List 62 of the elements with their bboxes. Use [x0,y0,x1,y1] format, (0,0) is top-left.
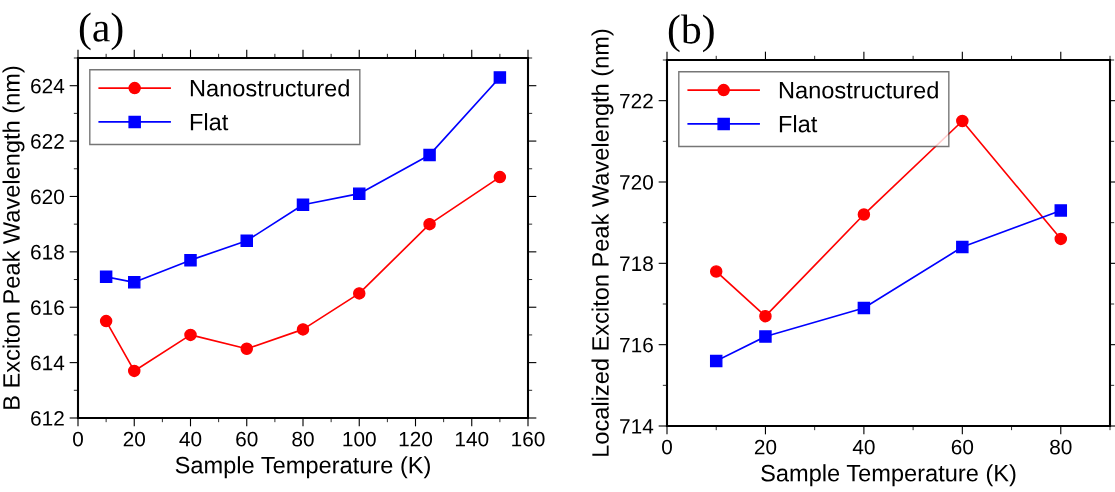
y-tick-label: 722 [620,93,653,109]
x-tick-label: 40 [852,439,875,455]
x-tick-label: 100 [343,431,376,447]
point [184,328,197,342]
y-tick-label: 616 [31,300,64,315]
y-tick-label: 614 [31,355,65,371]
x-tick-label: 0 [662,439,672,455]
x-tick-label: 140 [455,431,489,447]
point [759,330,772,343]
point [240,234,254,248]
point [493,170,507,184]
point [296,323,310,336]
x-tick-label: 40 [179,431,202,447]
point [709,265,723,278]
x-axis-title: Sample Temperature (K) [761,464,1016,487]
legend-label: Flat [779,115,818,133]
y-tick-label: 618 [31,244,64,260]
point [352,287,366,300]
x-tick-label: 60 [951,439,974,455]
point [99,270,113,284]
x-tick-label: 0 [73,431,83,447]
point [184,253,197,267]
point [857,208,871,221]
y-tick-label: 612 [31,411,64,426]
y-tick-label: 716 [620,337,653,353]
point [759,309,772,323]
x-tick-label: 120 [399,431,433,447]
y-tick-label: 718 [620,256,653,272]
chart-title: (a) [79,12,123,51]
point [709,354,723,368]
point [240,342,254,356]
y-tick-label: 714 [620,419,654,434]
point [423,217,436,231]
point [352,187,366,200]
x-tick-label: 20 [754,439,777,455]
x-tick-label: 80 [1050,439,1072,455]
x-tick-label: 80 [292,431,314,447]
legend-label: Flat [190,113,229,131]
point [127,276,141,289]
x-tick-label: 60 [236,431,258,447]
point [1054,204,1068,217]
x-tick-label: 20 [123,431,146,447]
point [956,114,969,128]
y-tick-label: 720 [620,175,653,190]
y-tick-label: 624 [31,78,65,94]
y-tick-label: 622 [31,134,64,149]
point [127,364,141,378]
point [423,148,436,162]
x-axis-title: Sample Temperature (K) [175,456,430,479]
point [857,301,871,315]
point [493,71,507,84]
point [99,314,113,328]
legend-label: Nanostructured [779,81,938,99]
chart-title: (b) [668,14,714,53]
y-axis-title: B Exciton Peak Wavelength (nm) [2,66,25,409]
x-tick-label: 160 [512,431,545,447]
y-axis-title: Localized Exciton Peak Wavelength (nm) [591,29,614,456]
y-tick-label: 620 [31,189,64,205]
point [1054,232,1068,246]
point [296,198,310,212]
legend-label: Nanostructured [190,79,349,97]
point [956,240,969,254]
